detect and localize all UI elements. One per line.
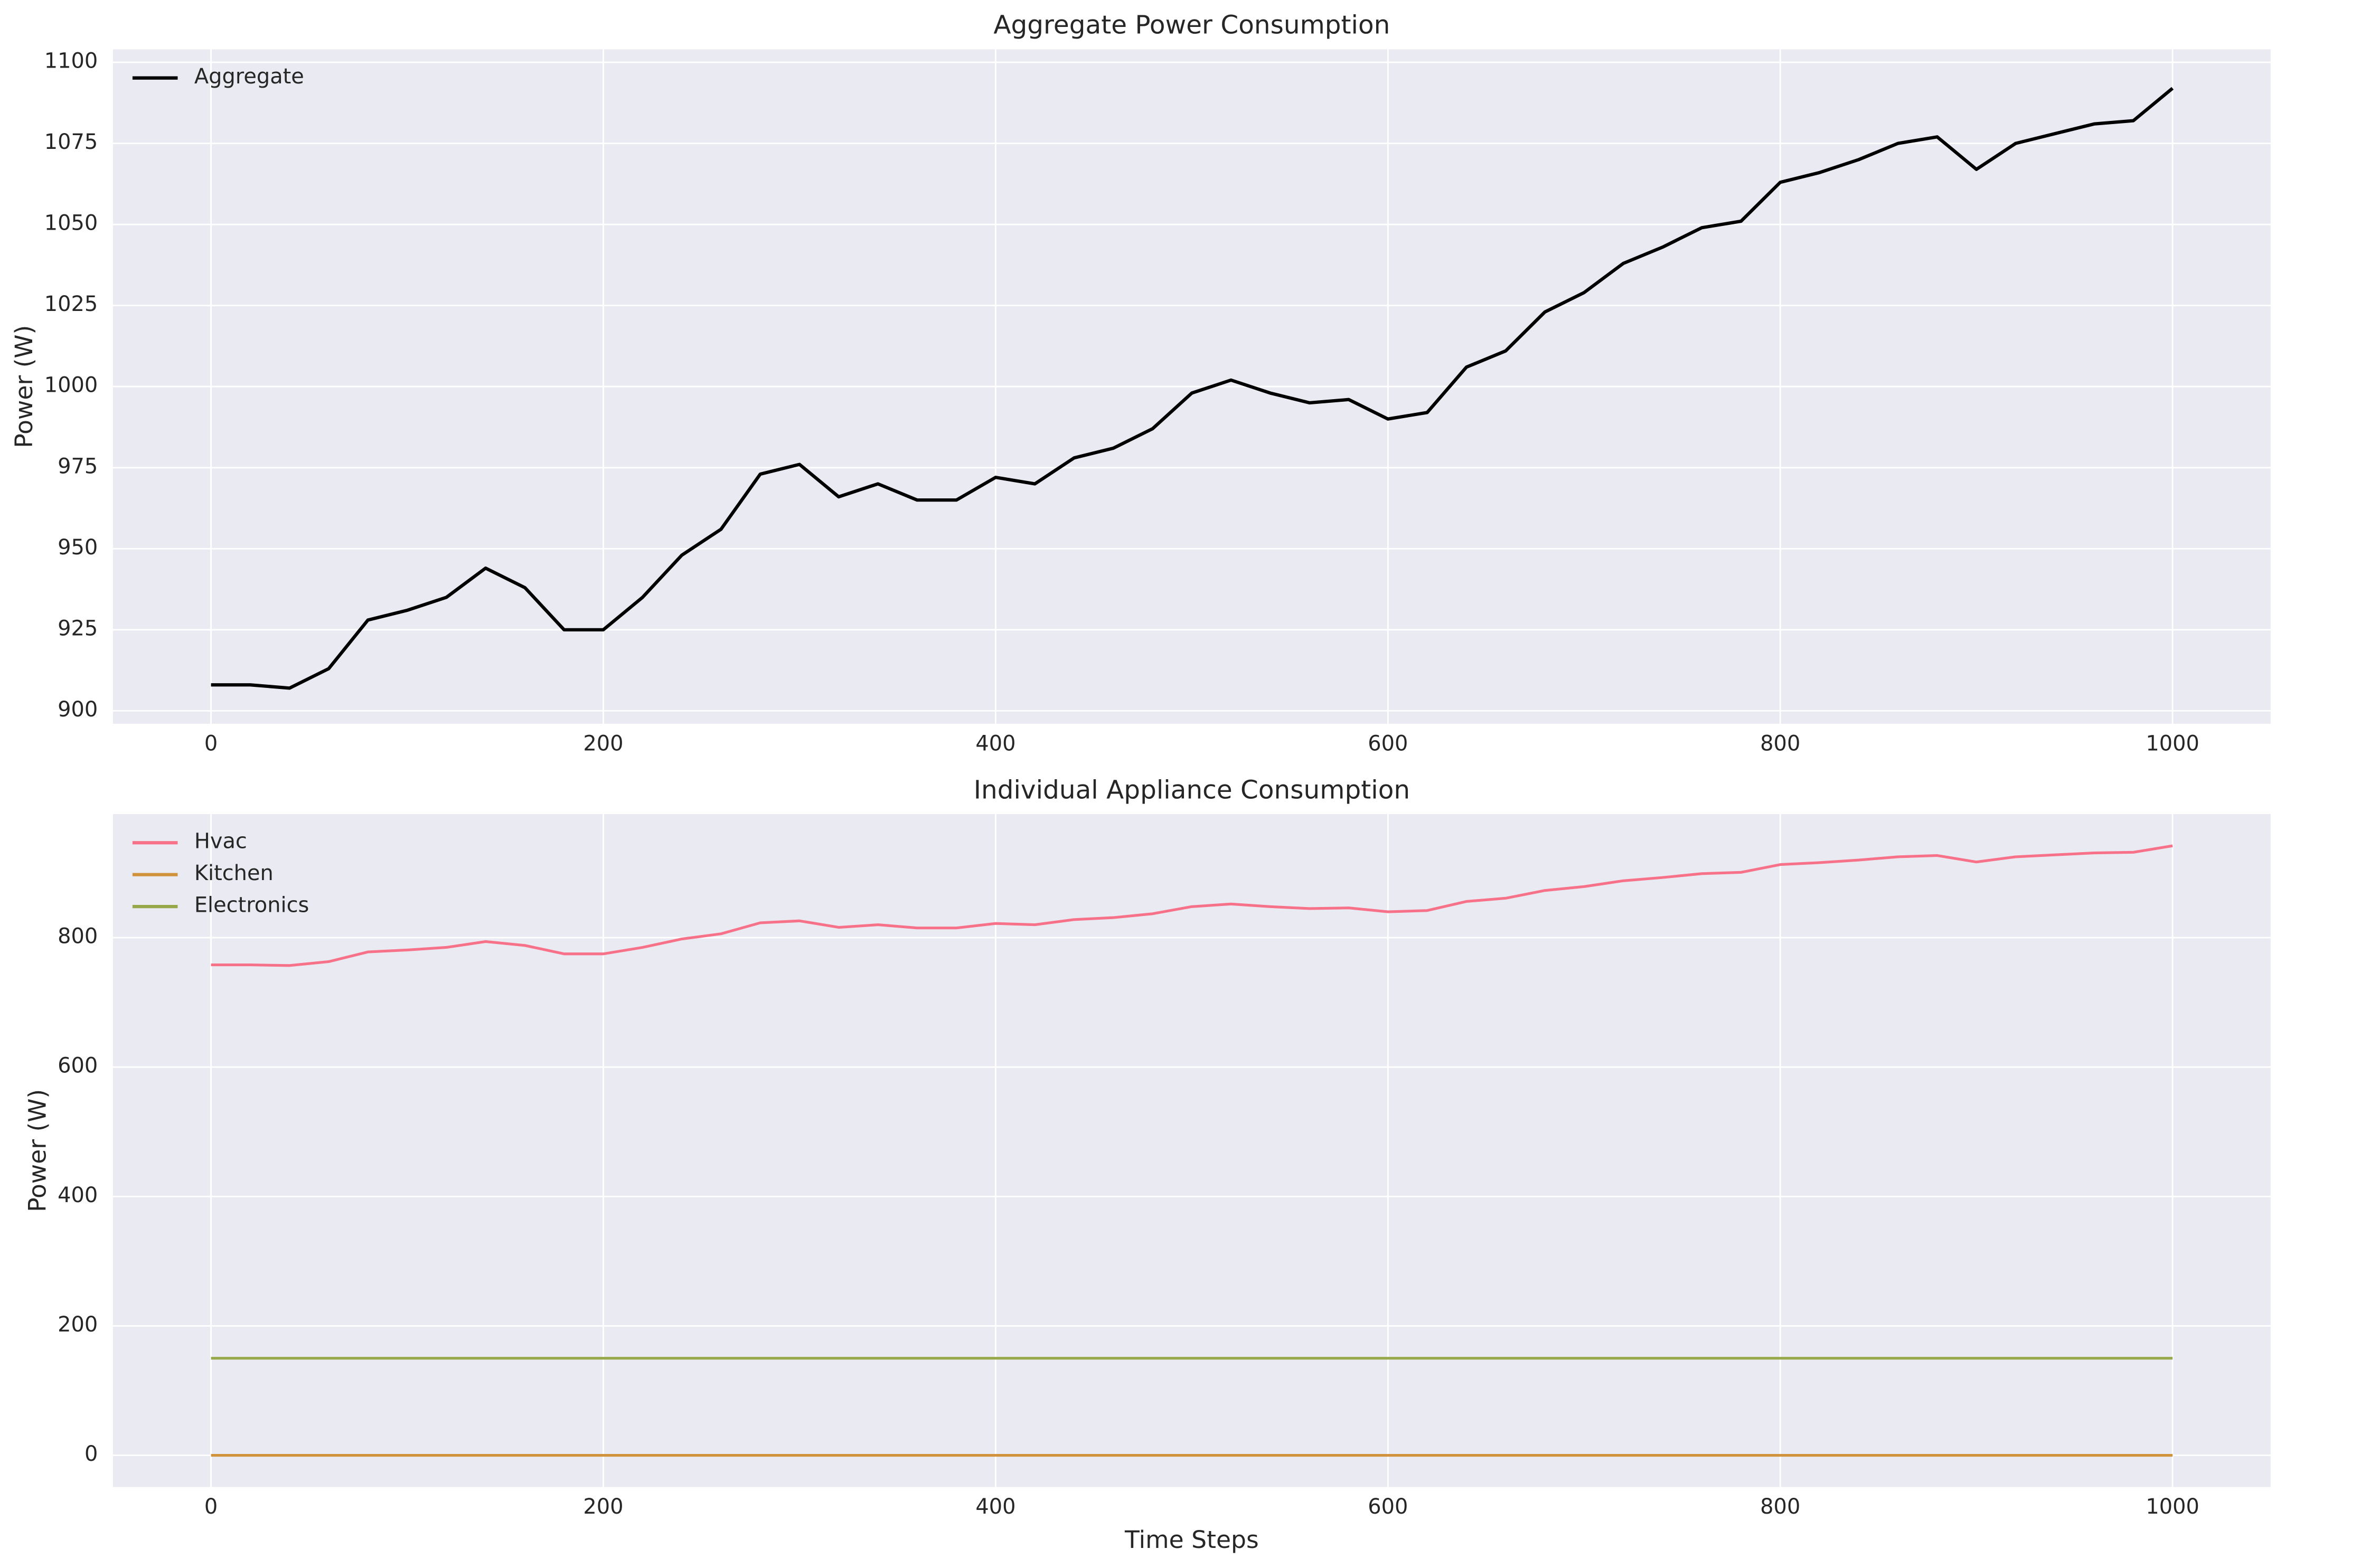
x-tick-label: 0 bbox=[204, 731, 218, 755]
legend-label: Kitchen bbox=[194, 861, 274, 885]
y-tick-label: 950 bbox=[58, 535, 98, 560]
x-tick-label: 1000 bbox=[2146, 1495, 2199, 1519]
legend-label: Electronics bbox=[194, 893, 309, 918]
y-tick-label: 800 bbox=[58, 924, 98, 949]
y-tick-label: 1100 bbox=[44, 49, 98, 73]
plot-area bbox=[112, 814, 2271, 1487]
y-tick-label: 200 bbox=[58, 1312, 98, 1337]
y-tick-label: 975 bbox=[58, 454, 98, 478]
y-tick-label: 1075 bbox=[44, 130, 98, 154]
legend-label: Aggregate bbox=[194, 64, 304, 89]
x-tick-label: 600 bbox=[1368, 731, 1408, 755]
y-tick-label: 1025 bbox=[44, 292, 98, 316]
chart-title: Individual Appliance Consumption bbox=[974, 775, 1410, 805]
series-line bbox=[211, 87, 2174, 690]
y-tick-label: 1050 bbox=[44, 211, 98, 235]
y-tick-label: 0 bbox=[84, 1442, 98, 1466]
x-tick-label: 1000 bbox=[2146, 731, 2199, 755]
x-tick-label: 200 bbox=[583, 731, 623, 755]
chart-title: Aggregate Power Consumption bbox=[993, 11, 1390, 40]
y-tick-label: 400 bbox=[58, 1183, 98, 1207]
x-axis-label: Time Steps bbox=[1124, 1526, 1259, 1554]
y-tick-label: 925 bbox=[58, 616, 98, 640]
x-tick-label: 200 bbox=[583, 1495, 623, 1519]
y-axis-label: Power (W) bbox=[10, 325, 38, 448]
y-axis-label: Power (W) bbox=[24, 1089, 52, 1212]
y-tick-label: 900 bbox=[58, 697, 98, 722]
x-tick-label: 800 bbox=[1760, 1495, 1800, 1519]
y-tick-label: 1000 bbox=[44, 373, 98, 398]
y-tick-label: 600 bbox=[58, 1054, 98, 1078]
x-tick-label: 400 bbox=[975, 731, 1015, 755]
x-tick-label: 600 bbox=[1368, 1495, 1408, 1519]
x-tick-label: 0 bbox=[204, 1495, 218, 1519]
legend-label: Hvac bbox=[194, 829, 247, 854]
x-tick-label: 800 bbox=[1760, 731, 1800, 755]
x-tick-label: 400 bbox=[975, 1495, 1015, 1519]
series-line bbox=[211, 844, 2173, 967]
